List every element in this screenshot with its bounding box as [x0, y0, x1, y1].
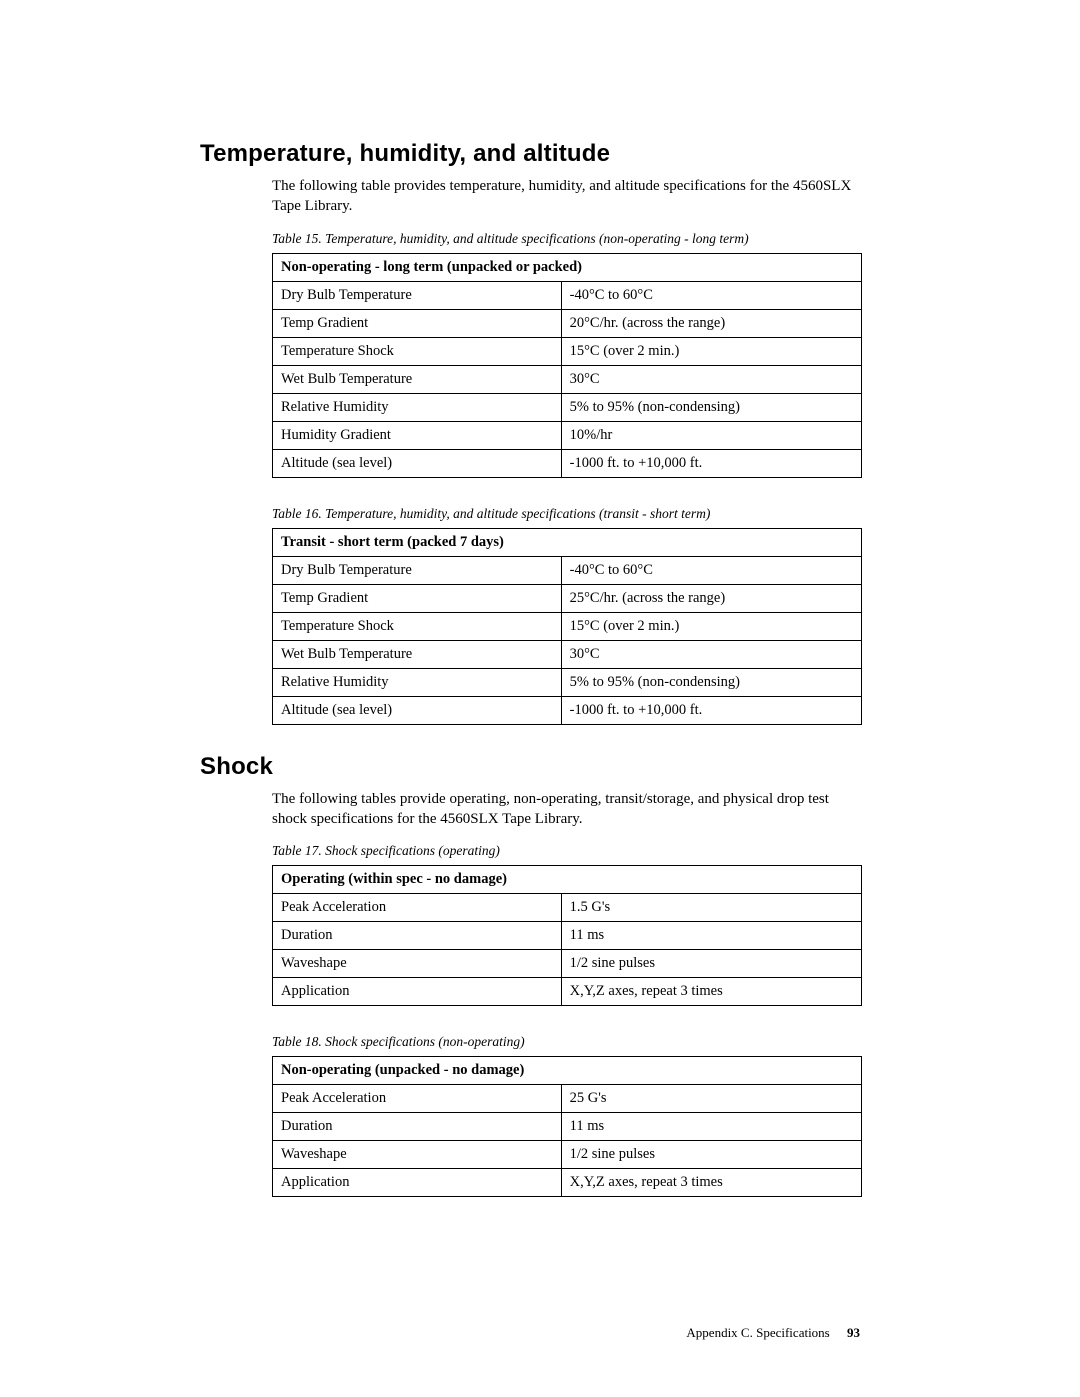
- table-row: Humidity Gradient10%/hr: [273, 421, 862, 449]
- table16-row2-val: 15°C (over 2 min.): [561, 612, 861, 640]
- table16-row4-key: Relative Humidity: [273, 668, 562, 696]
- table15-row4-val: 5% to 95% (non-condensing): [561, 393, 861, 421]
- section-heading-temp: Temperature, humidity, and altitude: [200, 140, 860, 168]
- footer-page-number: 93: [847, 1325, 860, 1340]
- table18-row2-val: 1/2 sine pulses: [561, 1141, 861, 1169]
- table-row: Temp Gradient20°C/hr. (across the range): [273, 309, 862, 337]
- table17-row2-key: Waveshape: [273, 950, 562, 978]
- table15-row5-val: 10%/hr: [561, 421, 861, 449]
- table17-caption: Table 17. Shock specifications (operatin…: [272, 843, 860, 859]
- table16-row5-val: -1000 ft. to +10,000 ft.: [561, 696, 861, 724]
- table16-row1-key: Temp Gradient: [273, 584, 562, 612]
- table15-row3-val: 30°C: [561, 365, 861, 393]
- table18-row0-val: 25 G's: [561, 1085, 861, 1113]
- section2-intro: The following tables provide operating, …: [272, 789, 860, 830]
- table-row: Altitude (sea level)-1000 ft. to +10,000…: [273, 696, 862, 724]
- table18-row3-val: X,Y,Z axes, repeat 3 times: [561, 1169, 861, 1197]
- table17-row3-val: X,Y,Z axes, repeat 3 times: [561, 978, 861, 1006]
- table18-caption: Table 18. Shock specifications (non-oper…: [272, 1034, 860, 1050]
- table15-row1-key: Temp Gradient: [273, 309, 562, 337]
- table-row: ApplicationX,Y,Z axes, repeat 3 times: [273, 978, 862, 1006]
- table-row: Relative Humidity5% to 95% (non-condensi…: [273, 393, 862, 421]
- table17: Operating (within spec - no damage)Peak …: [272, 865, 862, 1006]
- table16-row3-val: 30°C: [561, 640, 861, 668]
- table16-header: Transit - short term (packed 7 days): [273, 528, 862, 556]
- table16: Transit - short term (packed 7 days)Dry …: [272, 528, 862, 725]
- table18-row1-key: Duration: [273, 1113, 562, 1141]
- table16-row0-val: -40°C to 60°C: [561, 556, 861, 584]
- footer-label: Appendix C. Specifications: [686, 1325, 829, 1340]
- table-row: Dry Bulb Temperature-40°C to 60°C: [273, 281, 862, 309]
- table-row: Peak Acceleration25 G's: [273, 1085, 862, 1113]
- table17-header: Operating (within spec - no damage): [273, 866, 862, 894]
- table15-row0-val: -40°C to 60°C: [561, 281, 861, 309]
- table15-row1-val: 20°C/hr. (across the range): [561, 309, 861, 337]
- table-row: Waveshape1/2 sine pulses: [273, 950, 862, 978]
- table-row: Duration11 ms: [273, 1113, 862, 1141]
- table16-row5-key: Altitude (sea level): [273, 696, 562, 724]
- table-row: Wet Bulb Temperature30°C: [273, 640, 862, 668]
- table15-row6-val: -1000 ft. to +10,000 ft.: [561, 449, 861, 477]
- table15-row4-key: Relative Humidity: [273, 393, 562, 421]
- table15-header: Non-operating - long term (unpacked or p…: [273, 253, 862, 281]
- table17-row2-val: 1/2 sine pulses: [561, 950, 861, 978]
- table-row: Peak Acceleration1.5 G's: [273, 894, 862, 922]
- table-row: Dry Bulb Temperature-40°C to 60°C: [273, 556, 862, 584]
- table17-row0-val: 1.5 G's: [561, 894, 861, 922]
- table18-row1-val: 11 ms: [561, 1113, 861, 1141]
- table-row: Duration11 ms: [273, 922, 862, 950]
- table-row: Temperature Shock15°C (over 2 min.): [273, 337, 862, 365]
- table15-row3-key: Wet Bulb Temperature: [273, 365, 562, 393]
- table18-row0-key: Peak Acceleration: [273, 1085, 562, 1113]
- table-row: Relative Humidity5% to 95% (non-condensi…: [273, 668, 862, 696]
- table-row: ApplicationX,Y,Z axes, repeat 3 times: [273, 1169, 862, 1197]
- table-row: Altitude (sea level)-1000 ft. to +10,000…: [273, 449, 862, 477]
- table15-row0-key: Dry Bulb Temperature: [273, 281, 562, 309]
- table18-row2-key: Waveshape: [273, 1141, 562, 1169]
- table16-row4-val: 5% to 95% (non-condensing): [561, 668, 861, 696]
- table16-row3-key: Wet Bulb Temperature: [273, 640, 562, 668]
- table15: Non-operating - long term (unpacked or p…: [272, 253, 862, 478]
- page-footer: Appendix C. Specifications 93: [686, 1325, 860, 1341]
- table17-row1-key: Duration: [273, 922, 562, 950]
- table17-row3-key: Application: [273, 978, 562, 1006]
- table17-row0-key: Peak Acceleration: [273, 894, 562, 922]
- table15-row2-key: Temperature Shock: [273, 337, 562, 365]
- table16-row2-key: Temperature Shock: [273, 612, 562, 640]
- section-heading-shock: Shock: [200, 753, 860, 781]
- table15-caption: Table 15. Temperature, humidity, and alt…: [272, 231, 860, 247]
- table15-row6-key: Altitude (sea level): [273, 449, 562, 477]
- table15-row5-key: Humidity Gradient: [273, 421, 562, 449]
- table15-row2-val: 15°C (over 2 min.): [561, 337, 861, 365]
- table-row: Wet Bulb Temperature30°C: [273, 365, 862, 393]
- table-row: Temperature Shock15°C (over 2 min.): [273, 612, 862, 640]
- table18-header: Non-operating (unpacked - no damage): [273, 1057, 862, 1085]
- table16-row0-key: Dry Bulb Temperature: [273, 556, 562, 584]
- table-row: Temp Gradient25°C/hr. (across the range): [273, 584, 862, 612]
- section1-intro: The following table provides temperature…: [272, 176, 860, 217]
- table18: Non-operating (unpacked - no damage)Peak…: [272, 1056, 862, 1197]
- table16-caption: Table 16. Temperature, humidity, and alt…: [272, 506, 860, 522]
- table18-row3-key: Application: [273, 1169, 562, 1197]
- table17-row1-val: 11 ms: [561, 922, 861, 950]
- table16-row1-val: 25°C/hr. (across the range): [561, 584, 861, 612]
- table-row: Waveshape1/2 sine pulses: [273, 1141, 862, 1169]
